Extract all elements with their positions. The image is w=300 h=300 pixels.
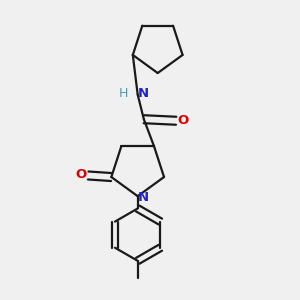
Text: N: N — [138, 191, 149, 204]
Text: O: O — [177, 114, 189, 127]
Text: N: N — [138, 86, 149, 100]
Text: H: H — [119, 86, 128, 100]
Text: O: O — [76, 168, 87, 182]
